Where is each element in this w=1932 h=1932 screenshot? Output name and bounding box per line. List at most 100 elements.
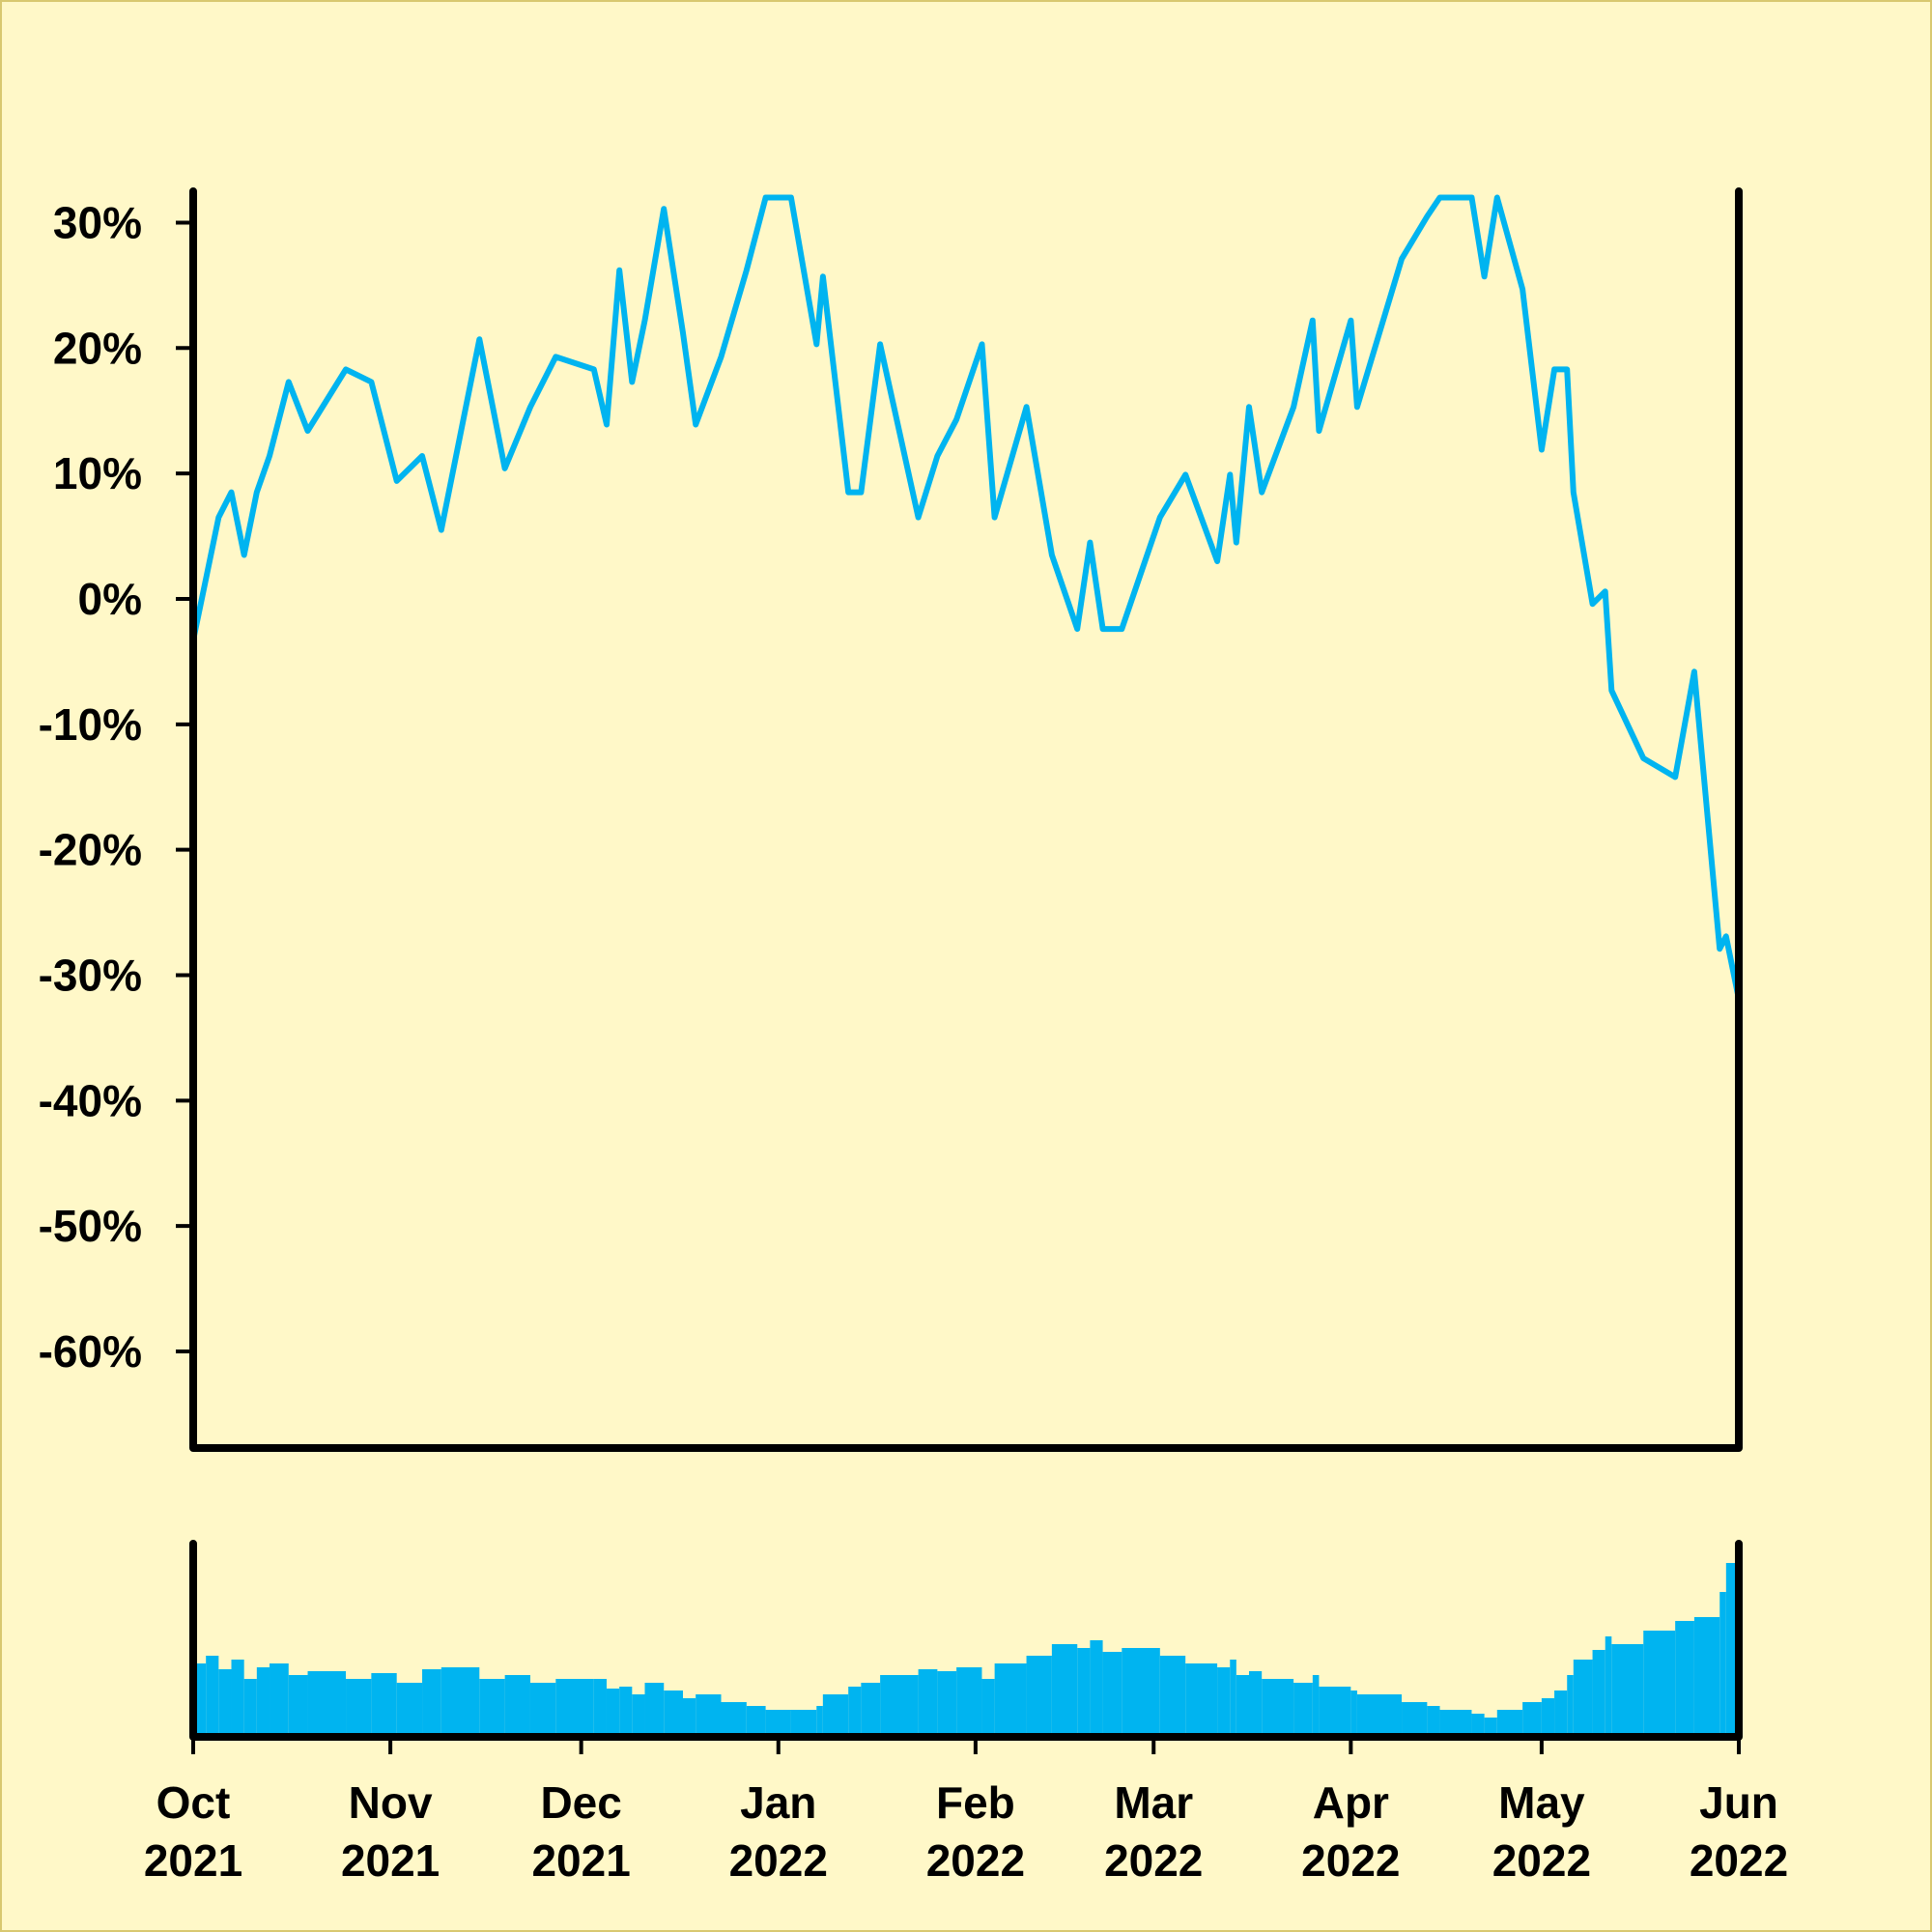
volume-bar xyxy=(1090,1640,1103,1737)
volume-bar xyxy=(632,1694,645,1737)
y-tick-label: 0% xyxy=(78,574,142,624)
volume-bar xyxy=(1102,1652,1122,1737)
volume-bar xyxy=(479,1679,505,1737)
volume-bar xyxy=(1471,1714,1485,1737)
y-tick-label: -10% xyxy=(39,699,142,750)
x-tick-label-line: 2022 xyxy=(926,1835,1025,1886)
volume-bar xyxy=(606,1689,620,1737)
volume-bar xyxy=(1185,1663,1218,1737)
x-tick-label-line: 2021 xyxy=(144,1835,242,1886)
volume-bar xyxy=(440,1667,480,1737)
volume-bar xyxy=(1554,1690,1568,1737)
y-tick-label: -60% xyxy=(39,1326,142,1377)
volume-bar xyxy=(1356,1694,1403,1737)
y-tick-label: -30% xyxy=(39,951,142,1001)
volume-bar xyxy=(1293,1683,1313,1737)
volume-bar xyxy=(644,1683,665,1737)
y-tick-label: 20% xyxy=(53,323,142,373)
volume-bar xyxy=(664,1690,683,1737)
volume-bar xyxy=(1484,1718,1497,1737)
y-tick-label: -20% xyxy=(39,825,142,875)
x-tick-label-line: Mar xyxy=(1114,1777,1193,1828)
volume-bar xyxy=(1522,1702,1542,1737)
volume-bar xyxy=(1611,1644,1644,1737)
volume-bar xyxy=(1567,1675,1574,1737)
volume-bar xyxy=(256,1667,270,1737)
volume-bar xyxy=(1693,1617,1720,1737)
x-tick-label: Mar 2022 xyxy=(1104,1777,1203,1886)
y-tick-label: -40% xyxy=(39,1075,142,1125)
x-tick-label: May 2022 xyxy=(1492,1777,1591,1886)
volume-bar xyxy=(555,1679,594,1737)
volume-bar xyxy=(696,1694,722,1737)
volume-bar xyxy=(1643,1631,1676,1737)
volume-bar xyxy=(1350,1690,1357,1737)
x-tick-label-line: Jun xyxy=(1699,1777,1778,1828)
volume-bar xyxy=(1236,1675,1250,1737)
volume-bar xyxy=(816,1706,823,1737)
x-tick-label: Dec 2021 xyxy=(531,1777,630,1886)
volume-bar xyxy=(1592,1650,1605,1737)
volume-bar xyxy=(918,1669,938,1737)
x-tick-label: Oct 2021 xyxy=(144,1777,242,1886)
volume-bar xyxy=(218,1669,232,1737)
x-tick-label: Apr 2022 xyxy=(1301,1777,1400,1886)
x-tick-label-line: 2021 xyxy=(341,1835,440,1886)
volume-bar xyxy=(1427,1706,1440,1737)
volume-bar xyxy=(1230,1660,1236,1737)
x-tick-label-line: Jan xyxy=(740,1777,816,1828)
volume-bar xyxy=(1675,1621,1694,1737)
y-tick-label: 30% xyxy=(53,197,142,247)
volume-bar xyxy=(1262,1679,1294,1737)
x-tick-label-line: 2022 xyxy=(1301,1835,1400,1886)
x-tick-label-line: Oct xyxy=(156,1777,231,1828)
volume-bar xyxy=(861,1683,881,1737)
volume-bar xyxy=(1402,1702,1428,1737)
volume-bar xyxy=(937,1671,957,1737)
x-tick-label: Jan 2022 xyxy=(729,1777,828,1886)
volume-bar xyxy=(1439,1710,1472,1737)
volume-bar xyxy=(1159,1656,1186,1737)
volume-bar xyxy=(231,1660,244,1737)
volume-bar xyxy=(529,1683,556,1737)
volume-bar xyxy=(206,1656,219,1737)
x-tick-label: Feb 2022 xyxy=(926,1777,1025,1886)
volume-bar xyxy=(1605,1636,1612,1737)
x-tick-label: Jun 2022 xyxy=(1690,1777,1788,1886)
volume-bar xyxy=(1051,1644,1078,1737)
volume-bar xyxy=(619,1687,633,1737)
x-tick-label-line: 2022 xyxy=(1690,1835,1788,1886)
volume-bar xyxy=(1077,1648,1091,1737)
x-tick-label-line: Feb xyxy=(936,1777,1015,1828)
volume-bar xyxy=(371,1673,397,1737)
volume-bar xyxy=(288,1675,308,1737)
volume-bar xyxy=(994,1663,1027,1737)
x-tick-label-line: 2021 xyxy=(531,1835,630,1886)
volume-bar xyxy=(593,1679,607,1737)
x-tick-label-line: Apr xyxy=(1313,1777,1389,1828)
volume-bar xyxy=(1249,1671,1263,1737)
volume-bar xyxy=(1541,1698,1555,1737)
volume-bar xyxy=(504,1675,530,1737)
volume-bar xyxy=(981,1679,995,1737)
x-tick-label-line: Nov xyxy=(349,1777,433,1828)
volume-bar xyxy=(790,1710,817,1737)
volume-bar xyxy=(822,1694,849,1737)
x-tick-label-line: May xyxy=(1498,1777,1585,1828)
x-tick-label-line: 2022 xyxy=(1492,1835,1591,1886)
x-tick-label: Nov 2021 xyxy=(341,1777,440,1886)
y-tick-label: -50% xyxy=(39,1201,142,1251)
volume-bar xyxy=(765,1710,791,1737)
x-tick-label-line: 2022 xyxy=(729,1835,828,1886)
axis-frame xyxy=(189,187,1743,1452)
volume-bar xyxy=(1026,1656,1052,1737)
volume-bar xyxy=(1217,1667,1231,1737)
price-line xyxy=(190,194,1742,1000)
x-tick-label-line: 2022 xyxy=(1104,1835,1203,1886)
volume-bar xyxy=(270,1663,289,1737)
x-tick-label-line: Dec xyxy=(540,1777,621,1828)
volume-bar xyxy=(1496,1710,1523,1737)
axis-frame xyxy=(189,1540,1743,1741)
volume-bar xyxy=(880,1675,919,1737)
volume-bar xyxy=(396,1683,423,1737)
